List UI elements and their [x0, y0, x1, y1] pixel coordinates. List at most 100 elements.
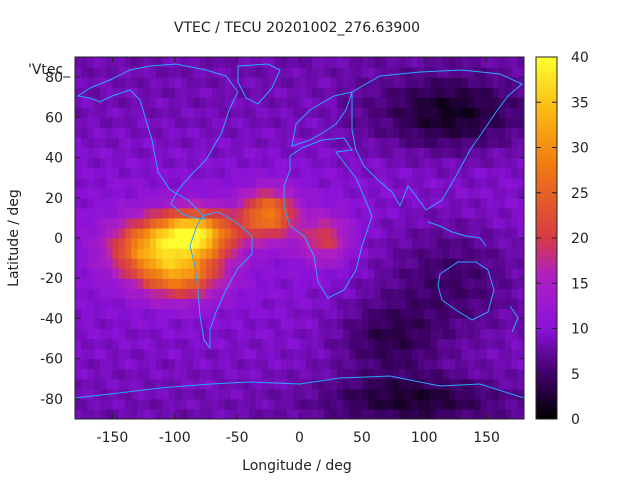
heatmap-cell	[386, 298, 394, 309]
heatmap-cell	[106, 288, 114, 299]
heatmap-cell	[386, 107, 394, 118]
heatmap-cell	[318, 77, 326, 88]
heatmap-cell	[131, 157, 138, 169]
heatmap-cell	[499, 157, 506, 169]
heatmap-cell	[368, 318, 375, 330]
heatmap-cell	[81, 368, 89, 380]
heatmap-cell	[430, 348, 438, 360]
heatmap-cell	[411, 398, 419, 410]
heatmap-cell	[374, 157, 382, 169]
heatmap-cell	[424, 408, 432, 419]
heatmap-cell	[330, 187, 338, 199]
heatmap-cell	[474, 177, 481, 189]
heatmap-cell	[505, 67, 513, 78]
heatmap-cell	[505, 117, 513, 128]
heatmap-cell	[287, 177, 294, 189]
heatmap-cell	[318, 197, 326, 209]
heatmap-cell	[99, 187, 107, 199]
heatmap-cell	[199, 408, 207, 419]
heatmap-cell	[461, 137, 469, 149]
heatmap-cell	[262, 167, 269, 179]
heatmap-cell	[411, 408, 419, 419]
heatmap-cell	[181, 87, 188, 98]
heatmap-cell	[486, 107, 494, 118]
heatmap-cell	[492, 227, 500, 239]
heatmap-cell	[293, 248, 301, 259]
heatmap-cell	[262, 147, 269, 159]
heatmap-cell	[393, 147, 400, 159]
heatmap-cell	[349, 368, 357, 380]
heatmap-cell	[455, 288, 463, 299]
heatmap-cell	[318, 107, 326, 118]
heatmap-cell	[112, 258, 120, 269]
heatmap-cell	[193, 378, 201, 390]
heatmap-cell	[212, 217, 220, 229]
heatmap-cell	[143, 258, 151, 269]
heatmap-cell	[505, 378, 513, 390]
heatmap-cell	[168, 288, 176, 299]
heatmap-cell	[336, 97, 344, 108]
heatmap-cell	[81, 388, 89, 400]
heatmap-cell	[106, 77, 114, 88]
heatmap-cell	[449, 67, 457, 78]
heatmap-cell	[374, 308, 382, 320]
heatmap-cell	[380, 137, 388, 149]
heatmap-cell	[361, 167, 369, 179]
heatmap-cell	[474, 137, 481, 149]
heatmap-cell	[118, 227, 126, 239]
heatmap-cell	[137, 157, 145, 169]
heatmap-cell	[249, 368, 257, 380]
heatmap-cell	[386, 57, 394, 68]
heatmap-cell	[442, 238, 450, 249]
heatmap-cell	[393, 308, 400, 320]
heatmap-cell	[287, 358, 294, 370]
heatmap-cell	[181, 117, 188, 128]
heatmap-cell	[143, 338, 151, 350]
heatmap-cell	[187, 147, 195, 159]
heatmap-cell	[205, 258, 213, 269]
heatmap-cell	[87, 187, 95, 199]
heatmap-cell	[349, 258, 357, 269]
heatmap-cell	[255, 298, 263, 309]
heatmap-cell	[424, 147, 432, 159]
heatmap-cell	[118, 167, 126, 179]
heatmap-cell	[393, 408, 400, 419]
heatmap-cell	[374, 398, 382, 410]
heatmap-cell	[311, 217, 319, 229]
heatmap-cell	[124, 207, 132, 219]
heatmap-cell	[486, 207, 494, 219]
heatmap-cell	[193, 127, 201, 139]
heatmap-cell	[81, 238, 89, 249]
heatmap-cell	[505, 77, 513, 88]
heatmap-cell	[262, 67, 269, 78]
heatmap-cell	[449, 57, 457, 68]
heatmap-cell	[224, 278, 232, 289]
heatmap-cell	[361, 107, 369, 118]
heatmap-cell	[87, 127, 95, 139]
heatmap-cell	[187, 248, 195, 259]
heatmap-cell	[511, 57, 519, 68]
heatmap-cell	[368, 328, 375, 340]
heatmap-cell	[193, 238, 201, 249]
heatmap-cell	[449, 348, 457, 360]
heatmap-cell	[374, 268, 382, 279]
heatmap-cell	[174, 127, 182, 139]
heatmap-cell	[293, 368, 301, 380]
heatmap-cell	[287, 288, 294, 299]
heatmap-cell	[461, 227, 469, 239]
heatmap-cell	[436, 157, 444, 169]
heatmap-cell	[436, 278, 444, 289]
heatmap-cell	[93, 348, 101, 360]
heatmap-cell	[467, 358, 475, 370]
heatmap-cell	[343, 238, 350, 249]
heatmap-cell	[224, 288, 232, 299]
heatmap-cell	[349, 87, 357, 98]
heatmap-cell	[199, 288, 207, 299]
x-tick-label: 100	[411, 430, 438, 446]
heatmap-cell	[212, 147, 220, 159]
heatmap-cell	[492, 278, 500, 289]
heatmap-cell	[405, 258, 413, 269]
heatmap-cell	[511, 187, 519, 199]
heatmap-cell	[455, 388, 463, 400]
heatmap-cell	[361, 298, 369, 309]
